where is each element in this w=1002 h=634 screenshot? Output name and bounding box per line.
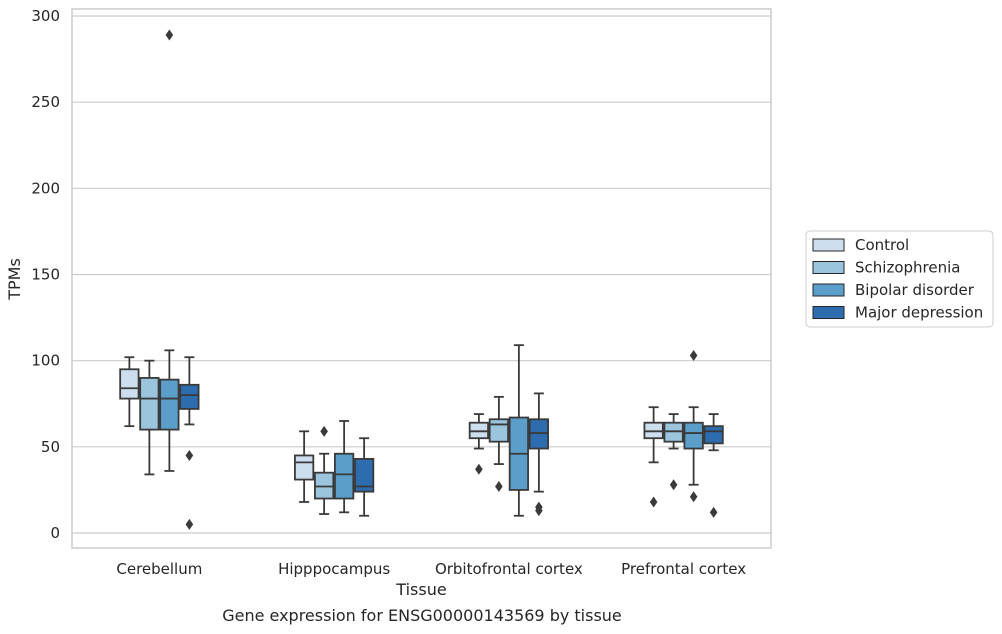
boxes-group xyxy=(119,29,724,530)
x-axis-ticks: Cerebellum Hipppocampus Orbitofrontal cort… xyxy=(116,560,746,578)
box-iqr xyxy=(334,452,355,500)
outlier-point xyxy=(689,491,698,503)
box-iqr xyxy=(159,378,180,431)
box-plot-item xyxy=(703,413,724,518)
y-tick-label: 150 xyxy=(31,266,60,284)
plot-frame xyxy=(71,8,772,549)
box-iqr xyxy=(179,383,200,410)
x-tick-label: Cerebellum xyxy=(116,560,202,578)
outlier-point xyxy=(669,479,678,491)
box-plot-item xyxy=(294,430,315,503)
legend-label: Bipolar disorder xyxy=(855,281,975,299)
outlier-point xyxy=(185,518,194,530)
legend-swatch xyxy=(812,261,845,274)
outlier-point xyxy=(689,349,698,361)
box-plot-item xyxy=(528,392,549,517)
box-plot-item xyxy=(468,413,489,475)
box-iqr xyxy=(294,454,315,481)
x-tick-label: Prefrontal cortex xyxy=(621,560,746,578)
outlier-point xyxy=(709,506,718,518)
box-plot-item xyxy=(139,359,160,476)
legend: Control Schizophrenia Bipolar disorder Majo… xyxy=(805,230,994,328)
x-tick-label: Orbitofrontal cortex xyxy=(435,560,583,578)
box-iqr xyxy=(683,421,704,450)
box-iqr xyxy=(139,376,160,431)
box-iqr xyxy=(354,457,375,493)
y-axis-ticks: 0 50 100 150 200 250 300 xyxy=(31,7,60,542)
legend-swatch xyxy=(812,306,845,319)
box-plot-item xyxy=(508,344,529,517)
y-axis-title: TPMs xyxy=(5,258,24,301)
box-iqr xyxy=(119,368,140,400)
box-plot-item xyxy=(334,420,355,514)
y-tick-label: 250 xyxy=(31,93,60,111)
outlier-point xyxy=(185,449,194,461)
box-plot-item xyxy=(488,395,509,492)
outlier-point xyxy=(495,480,503,492)
legend-label: Major depression xyxy=(855,304,983,322)
x-tick-label: Hipppocampus xyxy=(278,560,390,578)
outlier-point xyxy=(649,496,658,508)
outlier-point xyxy=(165,29,174,41)
box-plot-item xyxy=(683,349,704,503)
box-plot-item xyxy=(119,356,140,428)
y-tick-label: 200 xyxy=(31,179,60,197)
outlier-point xyxy=(535,505,543,517)
outlier-point xyxy=(475,463,483,475)
box-plot-item xyxy=(354,437,375,517)
legend-swatch xyxy=(812,238,845,252)
y-tick-label: 0 xyxy=(50,524,60,542)
box-iqr xyxy=(703,425,724,445)
y-tick-label: 50 xyxy=(41,438,60,456)
box-iqr xyxy=(488,418,509,443)
legend-frame xyxy=(805,230,994,328)
outlier-point xyxy=(320,425,328,437)
legend-swatch xyxy=(812,283,845,297)
figure-caption: Gene expression for ENSG00000143569 by t… xyxy=(222,606,622,625)
legend-label: Schizophrenia xyxy=(855,259,960,277)
y-tick-label: 100 xyxy=(31,352,60,370)
x-axis-title: Tissue xyxy=(395,580,446,599)
y-tick-label: 300 xyxy=(31,7,60,25)
box-plot-item xyxy=(663,413,684,491)
box-plot-item xyxy=(314,425,335,515)
box-plot-item xyxy=(159,29,180,472)
box-plot-item xyxy=(179,356,200,530)
box-plot-item xyxy=(643,406,664,508)
grid-lines xyxy=(72,15,771,534)
legend-label: Control xyxy=(855,236,909,254)
